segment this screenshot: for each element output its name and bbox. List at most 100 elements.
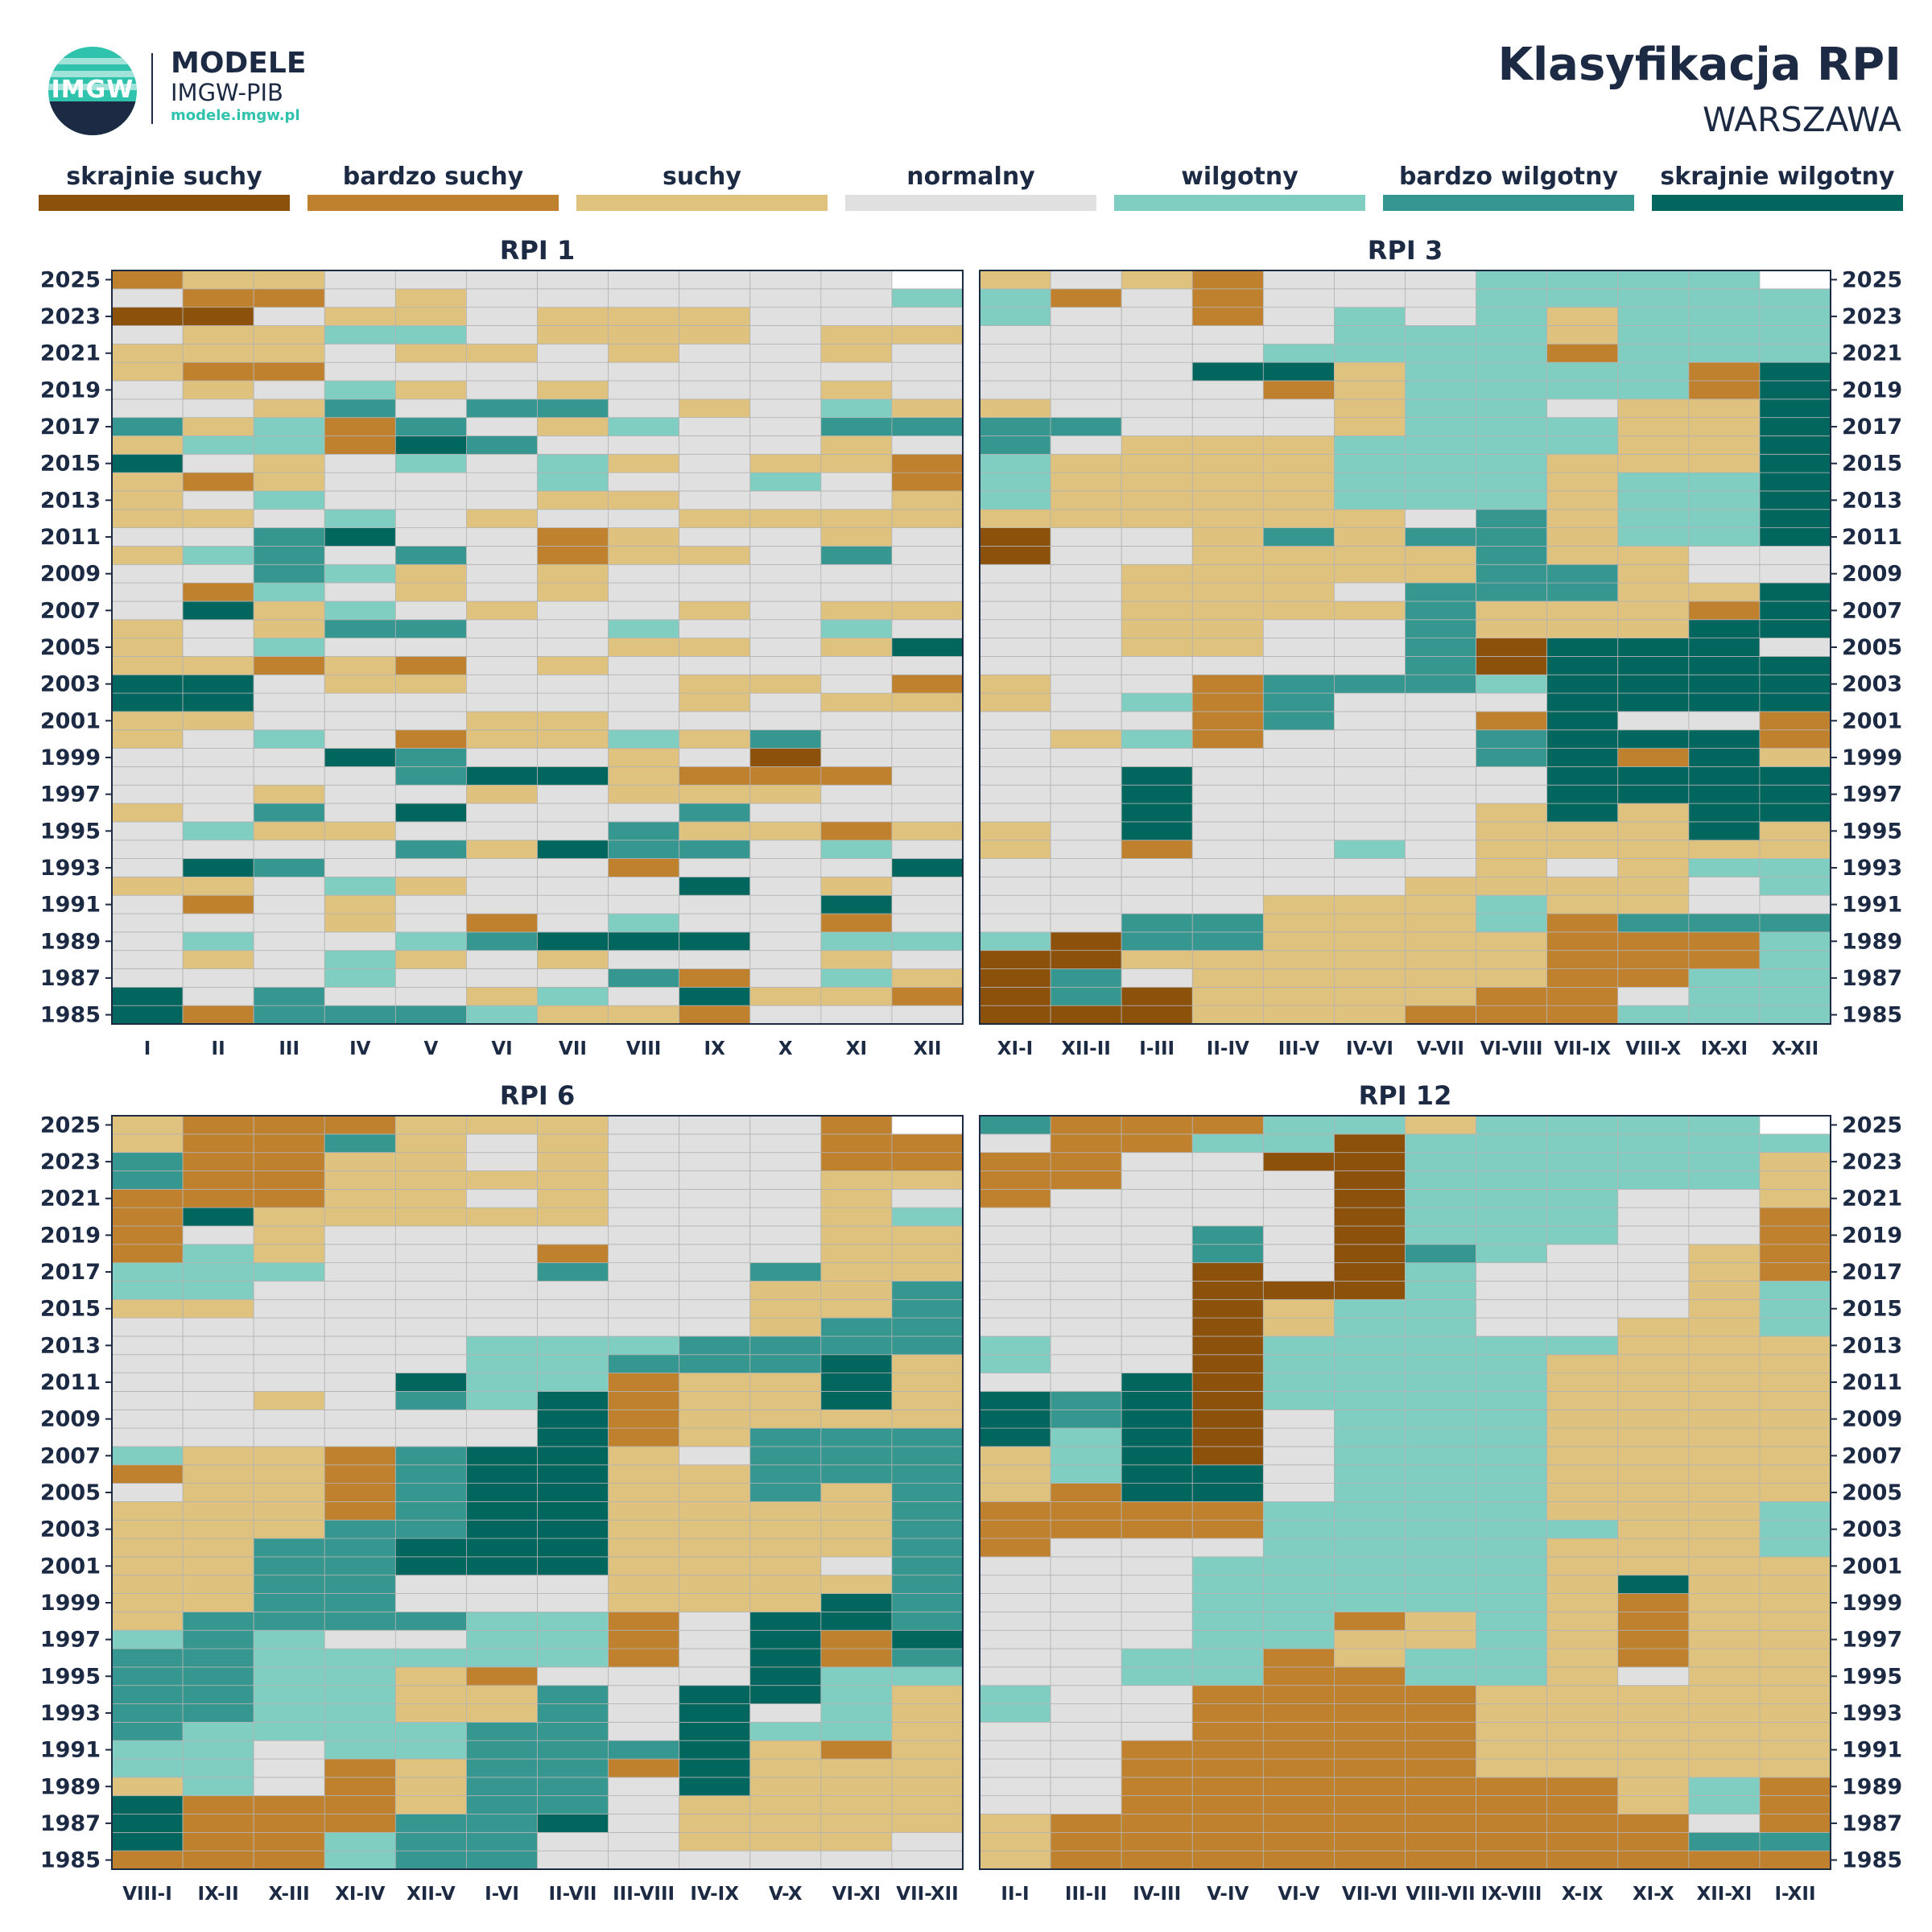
heatmap-cell xyxy=(537,638,609,657)
heatmap-cell xyxy=(253,436,325,455)
y-tick-label: 2015 xyxy=(40,1297,101,1322)
brand-url-link[interactable]: modele.imgw.pl xyxy=(171,107,300,124)
heatmap-cell xyxy=(111,1409,184,1429)
heatmap-cell xyxy=(679,490,751,510)
heatmap-cell xyxy=(182,1758,254,1778)
heatmap-cell xyxy=(1617,840,1690,859)
heatmap-cell xyxy=(1476,1464,1548,1484)
heatmap-cell xyxy=(1617,1005,1690,1025)
heatmap-cell xyxy=(324,1005,396,1025)
heatmap-cell xyxy=(891,490,964,510)
heatmap-cell xyxy=(749,1538,822,1558)
heatmap-cell xyxy=(1759,1225,1831,1245)
heatmap-cell xyxy=(820,784,893,804)
heatmap-cell xyxy=(1121,1575,1193,1594)
heatmap-cell xyxy=(820,325,893,345)
heatmap-cell xyxy=(1050,1611,1122,1631)
x-tick-label: XI-I xyxy=(997,1038,1033,1059)
heatmap-cell xyxy=(679,1721,751,1741)
heatmap-cell xyxy=(1759,1795,1831,1814)
heatmap-cell xyxy=(466,1831,538,1852)
heatmap-cell xyxy=(394,1740,467,1760)
heatmap-cell xyxy=(1476,453,1548,473)
heatmap-cell xyxy=(608,398,680,419)
heatmap-cell xyxy=(1476,361,1548,382)
heatmap-cell xyxy=(1405,1262,1476,1282)
heatmap-cell xyxy=(1405,674,1476,694)
heatmap-cell xyxy=(749,1207,822,1227)
station-name: WARSZAWA xyxy=(1703,100,1901,139)
heatmap-cell xyxy=(608,674,680,694)
heatmap-cell xyxy=(394,950,467,969)
y-tick-label: 1987 xyxy=(40,1811,101,1836)
heatmap-cell xyxy=(749,638,822,657)
heatmap-cell xyxy=(466,1115,538,1135)
heatmap-cell xyxy=(324,1483,396,1502)
heatmap-cell xyxy=(679,656,751,675)
heatmap-cell xyxy=(1688,1666,1761,1686)
heatmap-cell xyxy=(1759,1648,1831,1668)
heatmap-cell xyxy=(979,1409,1051,1429)
y-tick-label: 2001 xyxy=(1842,708,1902,733)
heatmap-cell xyxy=(820,674,893,694)
heatmap-cell xyxy=(324,656,396,675)
heatmap-cell xyxy=(182,509,254,529)
heatmap-cell xyxy=(1262,1777,1335,1797)
heatmap-cell xyxy=(394,546,467,565)
heatmap-cell xyxy=(1546,1446,1619,1466)
heatmap-cell xyxy=(111,380,184,400)
y-tick-label: 2009 xyxy=(40,562,101,587)
heatmap-cell xyxy=(891,1648,964,1668)
heatmap-cell xyxy=(1191,894,1264,914)
heatmap-cell xyxy=(253,950,325,969)
heatmap-cell xyxy=(537,1207,609,1227)
y-tick-label: 1985 xyxy=(1842,1003,1902,1028)
heatmap-cell xyxy=(1759,417,1831,436)
heatmap-cell xyxy=(1262,840,1335,859)
heatmap-cell xyxy=(1546,1244,1619,1264)
heatmap-cell xyxy=(537,729,609,749)
heatmap-cell xyxy=(253,748,325,767)
heatmap-cell xyxy=(679,1298,751,1319)
heatmap-cell xyxy=(1334,1648,1406,1668)
heatmap-cell xyxy=(324,692,396,712)
heatmap-cell xyxy=(749,527,822,547)
heatmap-cell xyxy=(1617,894,1690,914)
heatmap-cell xyxy=(1334,398,1406,419)
heatmap-cell xyxy=(1759,986,1831,1006)
heatmap-cell xyxy=(1759,361,1831,382)
heatmap-cell xyxy=(1617,1391,1690,1410)
heatmap-cell xyxy=(1688,1814,1761,1833)
heatmap-cell xyxy=(1121,1795,1193,1814)
heatmap-cell xyxy=(820,1666,893,1686)
heatmap-cell xyxy=(1191,1170,1264,1190)
heatmap-cell xyxy=(1121,472,1193,492)
heatmap-cell xyxy=(1688,858,1761,877)
heatmap-cell xyxy=(979,582,1051,602)
heatmap-cell xyxy=(891,1225,964,1245)
y-tick-label: 1999 xyxy=(40,745,101,770)
heatmap-cell xyxy=(1262,1666,1335,1686)
heatmap-cell xyxy=(466,748,538,767)
heatmap-cell xyxy=(1617,950,1690,969)
x-tick-label: V-IV xyxy=(1207,1884,1249,1905)
heatmap-cell xyxy=(1334,638,1406,657)
heatmap-cell xyxy=(979,270,1051,290)
heatmap-cell xyxy=(111,1152,184,1171)
heatmap-cell xyxy=(1405,307,1476,326)
heatmap-cell xyxy=(1546,784,1619,804)
y-tick-label: 2025 xyxy=(40,267,101,292)
heatmap-cell xyxy=(749,711,822,731)
heatmap-cell xyxy=(324,986,396,1006)
heatmap-cell xyxy=(253,1005,325,1025)
heatmap-cell xyxy=(1334,656,1406,675)
heatmap-cell xyxy=(253,784,325,804)
heatmap-cell xyxy=(749,417,822,436)
heatmap-cell xyxy=(1759,656,1831,675)
heatmap-cell xyxy=(820,1298,893,1319)
heatmap-cell xyxy=(1262,1831,1335,1852)
heatmap-cell xyxy=(1405,1354,1476,1374)
heatmap-cell xyxy=(749,1262,822,1282)
heatmap-cell xyxy=(1546,1666,1619,1686)
heatmap-cell xyxy=(979,1740,1051,1760)
